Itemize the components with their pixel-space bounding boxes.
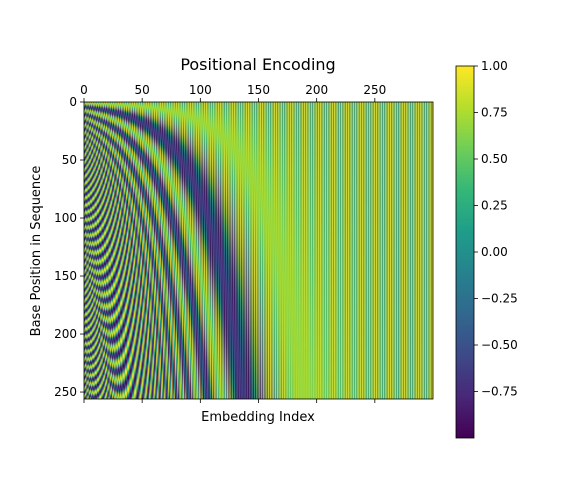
x-axis-label: Embedding Index bbox=[201, 410, 315, 425]
x-tick-label: 0 bbox=[80, 83, 88, 97]
chart-title: Positional Encoding bbox=[180, 55, 335, 74]
x-tick-label: 150 bbox=[247, 83, 270, 97]
colorbar-tick-label: 1.00 bbox=[481, 59, 508, 73]
colorbar-tick-label: −0.75 bbox=[481, 385, 518, 399]
colorbar-tick-label: 0.75 bbox=[481, 106, 508, 120]
y-tick-label: 100 bbox=[54, 211, 77, 225]
x-tick-label: 50 bbox=[135, 83, 150, 97]
colorbar-gradient bbox=[456, 66, 474, 438]
x-axis-bottom-ticks bbox=[83, 399, 376, 403]
y-tick-label: 0 bbox=[69, 95, 77, 109]
y-tick-label: 50 bbox=[62, 153, 77, 167]
colorbar-tick-label: 0.50 bbox=[481, 152, 508, 166]
y-tick-label: 250 bbox=[54, 385, 77, 399]
colorbar-ticks: 1.00 0.75 0.50 0.25 0.00 −0.25 −0.50 −0.75 bbox=[474, 59, 518, 399]
x-tick-label: 100 bbox=[189, 83, 212, 97]
y-tick-label: 150 bbox=[54, 269, 77, 283]
x-axis-top: 0 50 100 150 200 250 bbox=[80, 83, 386, 102]
y-axis-label: Base Position in Sequence bbox=[29, 166, 44, 337]
colorbar-tick-label: 0.00 bbox=[481, 245, 508, 259]
y-axis: 0 50 100 150 200 250 bbox=[54, 95, 84, 399]
colorbar-tick-label: 0.25 bbox=[481, 199, 508, 213]
heatmap-image bbox=[84, 102, 433, 399]
x-tick-label: 200 bbox=[305, 83, 328, 97]
heatmap bbox=[84, 102, 433, 399]
colorbar-tick-label: −0.25 bbox=[481, 292, 518, 306]
x-tick-label: 250 bbox=[363, 83, 386, 97]
y-tick-label: 200 bbox=[54, 327, 77, 341]
colorbar: 1.00 0.75 0.50 0.25 0.00 −0.25 −0.50 −0.75 bbox=[455, 59, 518, 439]
colorbar-tick-label: −0.50 bbox=[481, 338, 518, 352]
